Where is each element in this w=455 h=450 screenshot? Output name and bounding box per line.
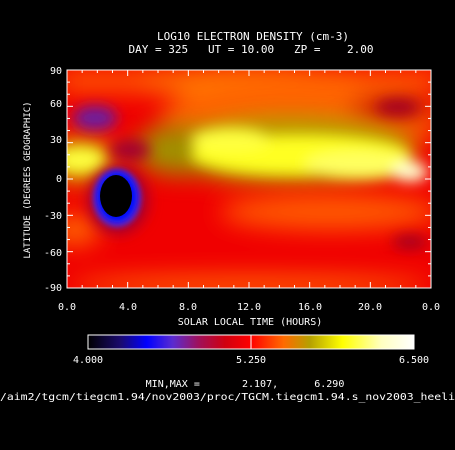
x-tick-label: 16.0 xyxy=(298,302,322,313)
heatmap-field xyxy=(67,70,431,288)
y-tick-label: -60 xyxy=(44,248,62,259)
y-tick-label: 0 xyxy=(56,174,62,185)
y-axis-label: LATITUDE (DEGREES GEOGRAPHIC) xyxy=(23,101,33,258)
y-tick-label: 30 xyxy=(50,135,62,146)
chart-subtitle: DAY = 325 UT = 10.00 ZP = 2.00 xyxy=(128,43,373,56)
colorbar-mid-label: 5.250 xyxy=(236,355,266,366)
minmax-text: MIN,MAX = 2.107, 6.290 xyxy=(146,379,345,390)
y-tick-label: 60 xyxy=(50,99,62,110)
file-path-text: /aim2/tgcm/tiegcm1.94/nov2003/proc/TGCM.… xyxy=(0,392,455,403)
x-axis: 0.0 4.0 8.0 12.0 16.0 20.0 0.0 SOLAR LOC… xyxy=(58,70,440,328)
chart-title: LOG10 ELECTRON DENSITY (cm-3) xyxy=(157,30,349,43)
colorbar-min-label: 4.000 xyxy=(73,355,103,366)
colorbar: 4.000 5.250 6.500 xyxy=(73,334,429,366)
x-tick-label: 8.0 xyxy=(179,302,197,313)
x-tick-label: 12.0 xyxy=(237,302,261,313)
y-tick-label: -30 xyxy=(44,211,62,222)
x-tick-label: 4.0 xyxy=(119,302,137,313)
y-tick-label: -90 xyxy=(44,283,62,294)
x-ticks xyxy=(66,70,432,288)
x-tick-label: 20.0 xyxy=(358,302,382,313)
x-tick-label: 0.0 xyxy=(422,302,440,313)
colorbar-max-label: 6.500 xyxy=(399,355,429,366)
y-axis: 90 60 30 0 -30 -60 -90 LATITUDE (DEGREES… xyxy=(23,66,431,294)
x-axis-label: SOLAR LOCAL TIME (HOURS) xyxy=(178,317,323,328)
x-tick-label: 0.0 xyxy=(58,302,76,313)
y-ticks xyxy=(67,69,431,289)
y-tick-label: 90 xyxy=(50,66,62,77)
